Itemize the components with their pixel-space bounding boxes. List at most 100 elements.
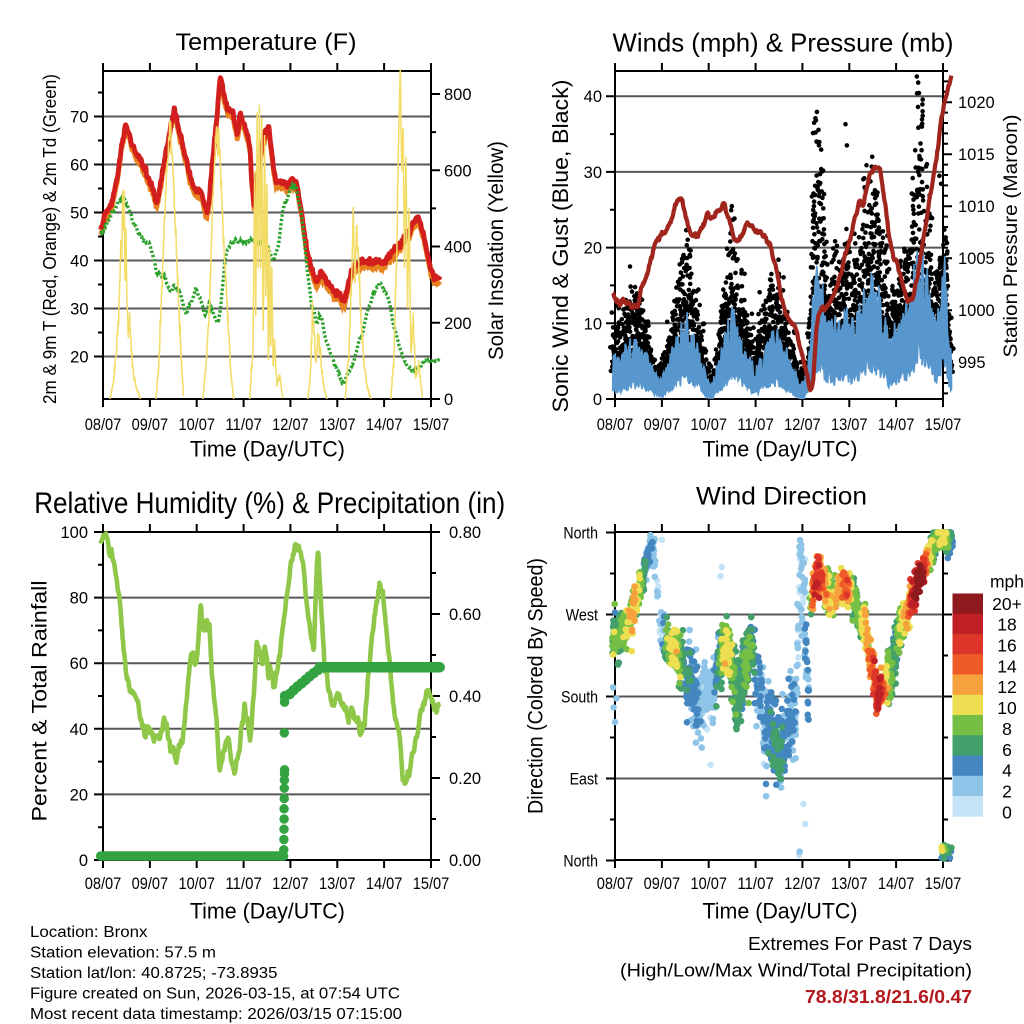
svg-text:East: East xyxy=(570,771,599,789)
svg-text:10: 10 xyxy=(584,315,602,333)
svg-text:78.8/31.8/21.6/0.47: 78.8/31.8/21.6/0.47 xyxy=(805,987,972,1007)
svg-text:09/07: 09/07 xyxy=(132,875,169,893)
svg-text:Winds (mph) & Pressure (mb): Winds (mph) & Pressure (mb) xyxy=(613,28,954,58)
svg-text:10/07: 10/07 xyxy=(690,416,727,434)
svg-text:14/07: 14/07 xyxy=(366,875,403,893)
svg-text:(High/Low/Max Wind/Total Preci: (High/Low/Max Wind/Total Precipitation) xyxy=(620,961,972,981)
svg-text:13/07: 13/07 xyxy=(831,416,868,434)
svg-text:Sonic Wind & Gust (Blue, Black: Sonic Wind & Gust (Blue, Black) xyxy=(548,79,573,412)
svg-text:15/07: 15/07 xyxy=(925,875,962,893)
svg-text:1015: 1015 xyxy=(958,146,995,164)
svg-text:12/07: 12/07 xyxy=(272,416,309,434)
svg-text:Relative Humidity (%) & Precip: Relative Humidity (%) & Precipitation (i… xyxy=(34,487,505,520)
svg-text:0.40: 0.40 xyxy=(449,688,481,706)
svg-text:0: 0 xyxy=(444,391,453,409)
svg-text:0: 0 xyxy=(79,852,88,870)
svg-text:09/07: 09/07 xyxy=(132,416,169,434)
svg-text:1005: 1005 xyxy=(958,250,995,268)
svg-text:13/07: 13/07 xyxy=(319,875,356,893)
svg-text:40: 40 xyxy=(584,88,602,106)
svg-text:11/07: 11/07 xyxy=(737,416,774,434)
svg-text:8: 8 xyxy=(1002,719,1012,739)
svg-text:11/07: 11/07 xyxy=(737,875,774,893)
svg-text:Percent & Total Rainfall: Percent & Total Rainfall xyxy=(29,581,52,822)
svg-text:60: 60 xyxy=(70,157,88,175)
svg-text:14/07: 14/07 xyxy=(366,416,403,434)
svg-text:08/07: 08/07 xyxy=(597,416,634,434)
svg-text:11/07: 11/07 xyxy=(225,416,262,434)
svg-text:0.20: 0.20 xyxy=(449,770,481,788)
svg-text:4: 4 xyxy=(1002,761,1012,781)
svg-text:0: 0 xyxy=(1002,802,1012,822)
svg-text:Direction (Colored By Speed): Direction (Colored By Speed) xyxy=(524,558,548,814)
svg-text:80: 80 xyxy=(70,590,88,608)
svg-text:Time (Day/UTC): Time (Day/UTC) xyxy=(190,899,345,924)
svg-text:30: 30 xyxy=(584,164,602,182)
svg-text:2m & 9m T (Red, Orange) & 2m T: 2m & 9m T (Red, Orange) & 2m Td (Green) xyxy=(39,74,60,404)
svg-text:12/07: 12/07 xyxy=(784,875,821,893)
svg-text:12: 12 xyxy=(997,677,1016,697)
svg-text:Time (Day/UTC): Time (Day/UTC) xyxy=(703,437,858,462)
svg-text:18: 18 xyxy=(997,615,1016,635)
svg-text:08/07: 08/07 xyxy=(597,875,634,893)
svg-text:40: 40 xyxy=(70,721,88,739)
svg-text:Station Pressure (Maroon): Station Pressure (Maroon) xyxy=(1001,115,1022,358)
svg-text:20: 20 xyxy=(70,786,88,804)
svg-text:10/07: 10/07 xyxy=(178,875,215,893)
svg-text:800: 800 xyxy=(444,86,472,104)
svg-text:0: 0 xyxy=(593,391,602,409)
svg-text:2: 2 xyxy=(1002,782,1012,802)
svg-text:13/07: 13/07 xyxy=(831,875,868,893)
svg-text:50: 50 xyxy=(70,205,88,223)
svg-text:Station elevation: 57.5 m: Station elevation: 57.5 m xyxy=(30,945,216,962)
svg-text:1020: 1020 xyxy=(958,94,995,112)
svg-text:Time (Day/UTC): Time (Day/UTC) xyxy=(190,437,345,462)
svg-text:13/07: 13/07 xyxy=(319,416,356,434)
svg-text:15/07: 15/07 xyxy=(413,416,450,434)
svg-text:Solar Insolation (Yellow): Solar Insolation (Yellow) xyxy=(485,141,508,360)
svg-text:Location: Bronx: Location: Bronx xyxy=(30,924,148,941)
svg-text:09/07: 09/07 xyxy=(644,875,681,893)
svg-text:08/07: 08/07 xyxy=(85,875,122,893)
svg-text:400: 400 xyxy=(444,239,472,257)
svg-text:6: 6 xyxy=(1002,740,1012,760)
svg-text:12/07: 12/07 xyxy=(784,416,821,434)
svg-text:09/07: 09/07 xyxy=(644,416,681,434)
svg-text:70: 70 xyxy=(70,109,88,127)
svg-text:600: 600 xyxy=(444,162,472,180)
svg-text:Most recent data timestamp: 20: Most recent data timestamp: 2026/03/15 0… xyxy=(30,1006,402,1023)
svg-text:Station lat/lon: 40.8725; -73.: Station lat/lon: 40.8725; -73.8935 xyxy=(30,965,278,982)
svg-text:South: South xyxy=(561,689,598,707)
svg-text:100: 100 xyxy=(60,524,88,542)
svg-text:20+: 20+ xyxy=(992,594,1022,614)
svg-text:30: 30 xyxy=(70,301,88,319)
svg-text:20: 20 xyxy=(584,240,602,258)
svg-text:14/07: 14/07 xyxy=(878,875,915,893)
svg-text:Extremes For Past 7 Days: Extremes For Past 7 Days xyxy=(748,934,972,954)
svg-text:1010: 1010 xyxy=(958,198,995,216)
svg-text:Time (Day/UTC): Time (Day/UTC) xyxy=(703,899,858,924)
svg-text:20: 20 xyxy=(70,349,88,367)
svg-text:0.80: 0.80 xyxy=(449,524,481,542)
svg-text:10/07: 10/07 xyxy=(690,875,727,893)
svg-text:Figure created on Sun, 2026-03: Figure created on Sun, 2026-03-15, at 07… xyxy=(30,986,400,1003)
svg-text:40: 40 xyxy=(70,253,88,271)
svg-text:15/07: 15/07 xyxy=(925,416,962,434)
svg-text:08/07: 08/07 xyxy=(85,416,122,434)
svg-text:Wind Direction: Wind Direction xyxy=(696,482,867,510)
svg-text:12/07: 12/07 xyxy=(272,875,309,893)
svg-text:0.00: 0.00 xyxy=(449,852,481,870)
svg-text:14/07: 14/07 xyxy=(878,416,915,434)
svg-text:11/07: 11/07 xyxy=(225,875,262,893)
svg-text:1000: 1000 xyxy=(958,302,995,320)
svg-text:North: North xyxy=(563,525,598,543)
svg-text:North: North xyxy=(563,853,598,871)
svg-text:16: 16 xyxy=(997,636,1016,656)
svg-text:West: West xyxy=(566,607,599,625)
svg-text:200: 200 xyxy=(444,315,472,333)
svg-text:10: 10 xyxy=(997,698,1017,718)
svg-text:15/07: 15/07 xyxy=(413,875,450,893)
svg-text:Temperature (F): Temperature (F) xyxy=(176,29,357,56)
svg-text:60: 60 xyxy=(70,655,88,673)
svg-text:995: 995 xyxy=(958,354,986,372)
